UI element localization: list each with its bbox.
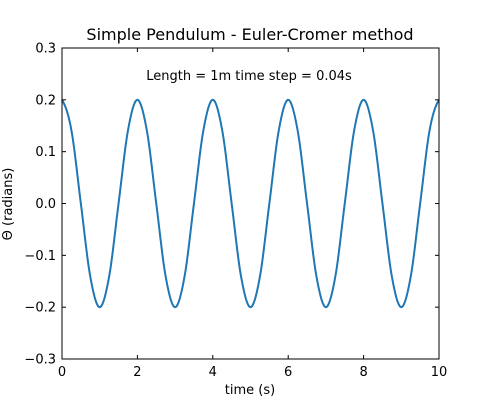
- y-axis-label: Θ (radians): [1, 168, 16, 241]
- y-tick-label-1: −0.2: [24, 301, 56, 316]
- x-tick-label-1: 2: [133, 365, 141, 380]
- chart-annotation: Length = 1m time step = 0.04s: [146, 69, 352, 84]
- x-tick-label-3: 6: [284, 365, 292, 380]
- x-tick-label-2: 4: [209, 365, 217, 380]
- y-tick-label-0: −0.3: [24, 353, 56, 368]
- series-line-0: [61, 98, 440, 309]
- x-tick-label-4: 8: [359, 365, 367, 380]
- x-tick-label-5: 10: [431, 365, 448, 380]
- x-axis-label: time (s): [225, 383, 275, 398]
- plot-area: 0 2 4 6 8 10 −0.3 −0.2 −0.1 0.0 0.1 0.2 0.3: [24, 42, 447, 381]
- y-tick-label-2: −0.1: [24, 249, 56, 264]
- y-tick-label-3: 0.0: [35, 197, 56, 212]
- chart-title: Simple Pendulum - Euler-Cromer method: [86, 25, 413, 44]
- y-tick-label-4: 0.1: [35, 145, 56, 160]
- y-tick-label-5: 0.2: [35, 93, 56, 108]
- y-tick-label-6: 0.3: [35, 42, 56, 57]
- x-tick-label-0: 0: [58, 365, 66, 380]
